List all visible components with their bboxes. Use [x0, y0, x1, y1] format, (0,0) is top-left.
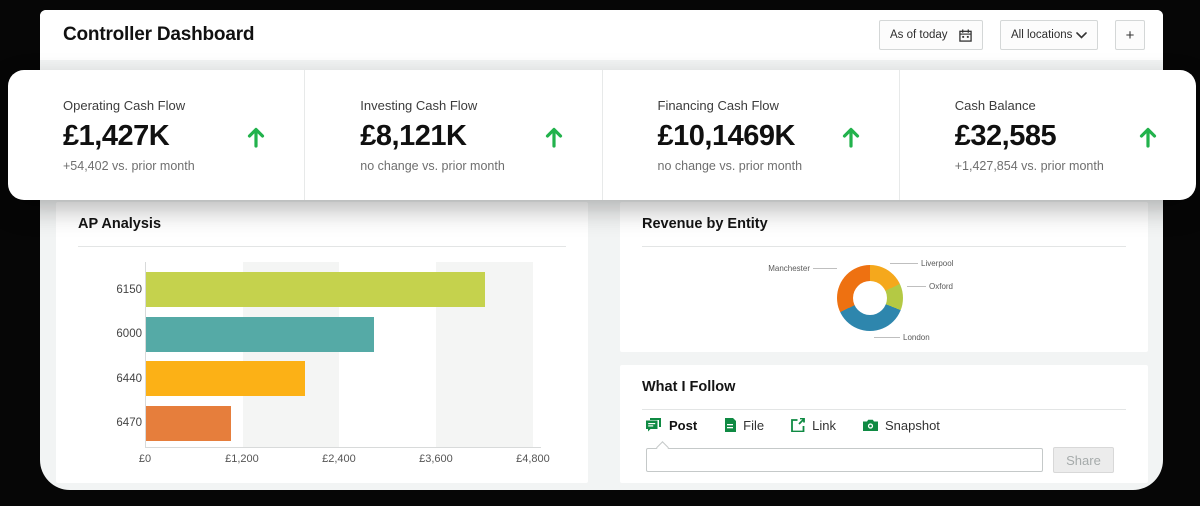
ap-analysis-category-labels: 6150 6000 6440 6470: [80, 262, 142, 448]
kpi-label: Investing Cash Flow: [360, 98, 478, 113]
follow-tabs: Post File Link Snapshot: [646, 415, 940, 435]
share-button[interactable]: Share: [1053, 447, 1114, 473]
kpi-value: £10,1469K: [657, 120, 796, 152]
kpi-card-investing-cash-flow[interactable]: Investing Cash Flow £8,121K no change vs…: [304, 70, 601, 200]
ap-analysis-card: AP Analysis 6150 6000 6440 6470 £0 £1,200 £2,…: [56, 202, 588, 483]
tab-label: Post: [669, 417, 698, 433]
kpi-label: Financing Cash Flow: [657, 98, 779, 113]
donut-hole: [853, 281, 887, 315]
location-filter-select[interactable]: All locations: [1000, 20, 1098, 50]
leader-line: [874, 337, 900, 338]
kpi-value: £8,121K: [360, 120, 467, 152]
ap-analysis-plot: [145, 262, 541, 448]
ap-category-label: 6150: [116, 283, 142, 296]
tab-file[interactable]: File: [724, 418, 764, 433]
tab-label: File: [743, 417, 765, 433]
kpi-delta: no change vs. prior month: [657, 159, 803, 173]
divider: [642, 246, 1126, 247]
post-input[interactable]: [646, 448, 1043, 472]
camera-icon: [862, 419, 878, 431]
external-link-icon: [791, 418, 806, 432]
what-i-follow-card: What I Follow Post File Link: [620, 365, 1148, 483]
leader-line: [813, 268, 837, 269]
kpi-card-cash-balance[interactable]: Cash Balance £32,585 +1,427,854 vs. prio…: [898, 70, 1196, 200]
ap-x-tick-label: £1,200: [225, 453, 259, 465]
trend-up-arrow-icon: [246, 125, 266, 149]
ap-analysis-x-axis: £0 £1,200 £2,400 £3,600 £4,800: [139, 453, 550, 469]
file-icon: [724, 418, 737, 432]
donut-label-manchester: Manchester: [768, 264, 810, 273]
kpi-value: £32,585: [954, 120, 1057, 152]
what-i-follow-title: What I Follow: [642, 379, 736, 395]
revenue-by-entity-title: Revenue by Entity: [642, 216, 768, 232]
page-header: Controller Dashboard As of today All loc…: [40, 10, 1163, 60]
date-filter-label: As of today: [890, 29, 948, 41]
revenue-by-entity-card: Revenue by Entity Manchester Liverpool O…: [620, 202, 1148, 352]
kpi-strip: Operating Cash Flow £1,427K +54,402 vs. …: [8, 70, 1196, 200]
divider: [78, 246, 566, 247]
donut-label-london: London: [903, 333, 930, 342]
calendar-icon: [959, 28, 972, 42]
leader-line: [907, 286, 926, 287]
trend-up-arrow-icon: [1138, 125, 1158, 149]
kpi-label: Cash Balance: [954, 98, 1036, 113]
kpi-delta: no change vs. prior month: [360, 159, 505, 173]
kpi-value: £1,427K: [63, 120, 170, 152]
chat-icon: [646, 418, 662, 432]
chevron-down-icon: [1076, 31, 1087, 39]
ap-x-tick-label: £0: [138, 453, 152, 465]
plus-icon: +: [1125, 26, 1135, 44]
ap-analysis-title: AP Analysis: [78, 216, 162, 232]
ap-x-tick-label: £2,400: [322, 453, 356, 465]
donut-label-liverpool: Liverpool: [921, 259, 954, 268]
page-title: Controller Dashboard: [63, 24, 255, 45]
kpi-delta: +1,427,854 vs. prior month: [954, 159, 1104, 173]
ap-category-label: 6440: [116, 372, 142, 385]
ap-x-tick-label: £4,800: [516, 453, 550, 465]
ap-x-tick-label: £3,600: [419, 453, 453, 465]
kpi-delta: +54,402 vs. prior month: [63, 159, 195, 173]
date-filter-button[interactable]: As of today: [879, 20, 983, 50]
divider: [642, 409, 1126, 410]
trend-up-arrow-icon: [544, 125, 564, 149]
tab-snapshot[interactable]: Snapshot: [862, 417, 940, 433]
leader-line: [890, 263, 918, 264]
donut-label-oxford: Oxford: [929, 282, 954, 291]
ap-bar-6470[interactable]: [146, 405, 231, 441]
kpi-card-financing-cash-flow[interactable]: Financing Cash Flow £10,1469K no change …: [601, 70, 899, 200]
kpi-card-operating-cash-flow[interactable]: Operating Cash Flow £1,427K +54,402 vs. …: [8, 70, 304, 200]
tab-link[interactable]: Link: [791, 418, 836, 433]
kpi-label: Operating Cash Flow: [63, 98, 186, 113]
ap-bar-6440[interactable]: [146, 361, 305, 396]
tab-post[interactable]: Post: [646, 418, 697, 433]
trend-up-arrow-icon: [841, 125, 861, 149]
tab-label: Link: [812, 417, 836, 433]
location-filter-label: All locations: [1011, 29, 1073, 41]
tab-label: Snapshot: [884, 417, 940, 433]
post-composer: [646, 441, 1043, 472]
header-controls: As of today All locations +: [879, 20, 1145, 50]
ap-category-label: 6000: [116, 328, 142, 340]
ap-bar-6000[interactable]: [146, 316, 375, 352]
add-widget-button[interactable]: +: [1115, 20, 1145, 50]
ap-category-label: 6470: [116, 417, 142, 429]
revenue-donut[interactable]: [837, 265, 903, 331]
ap-bar-6150[interactable]: [146, 272, 485, 307]
